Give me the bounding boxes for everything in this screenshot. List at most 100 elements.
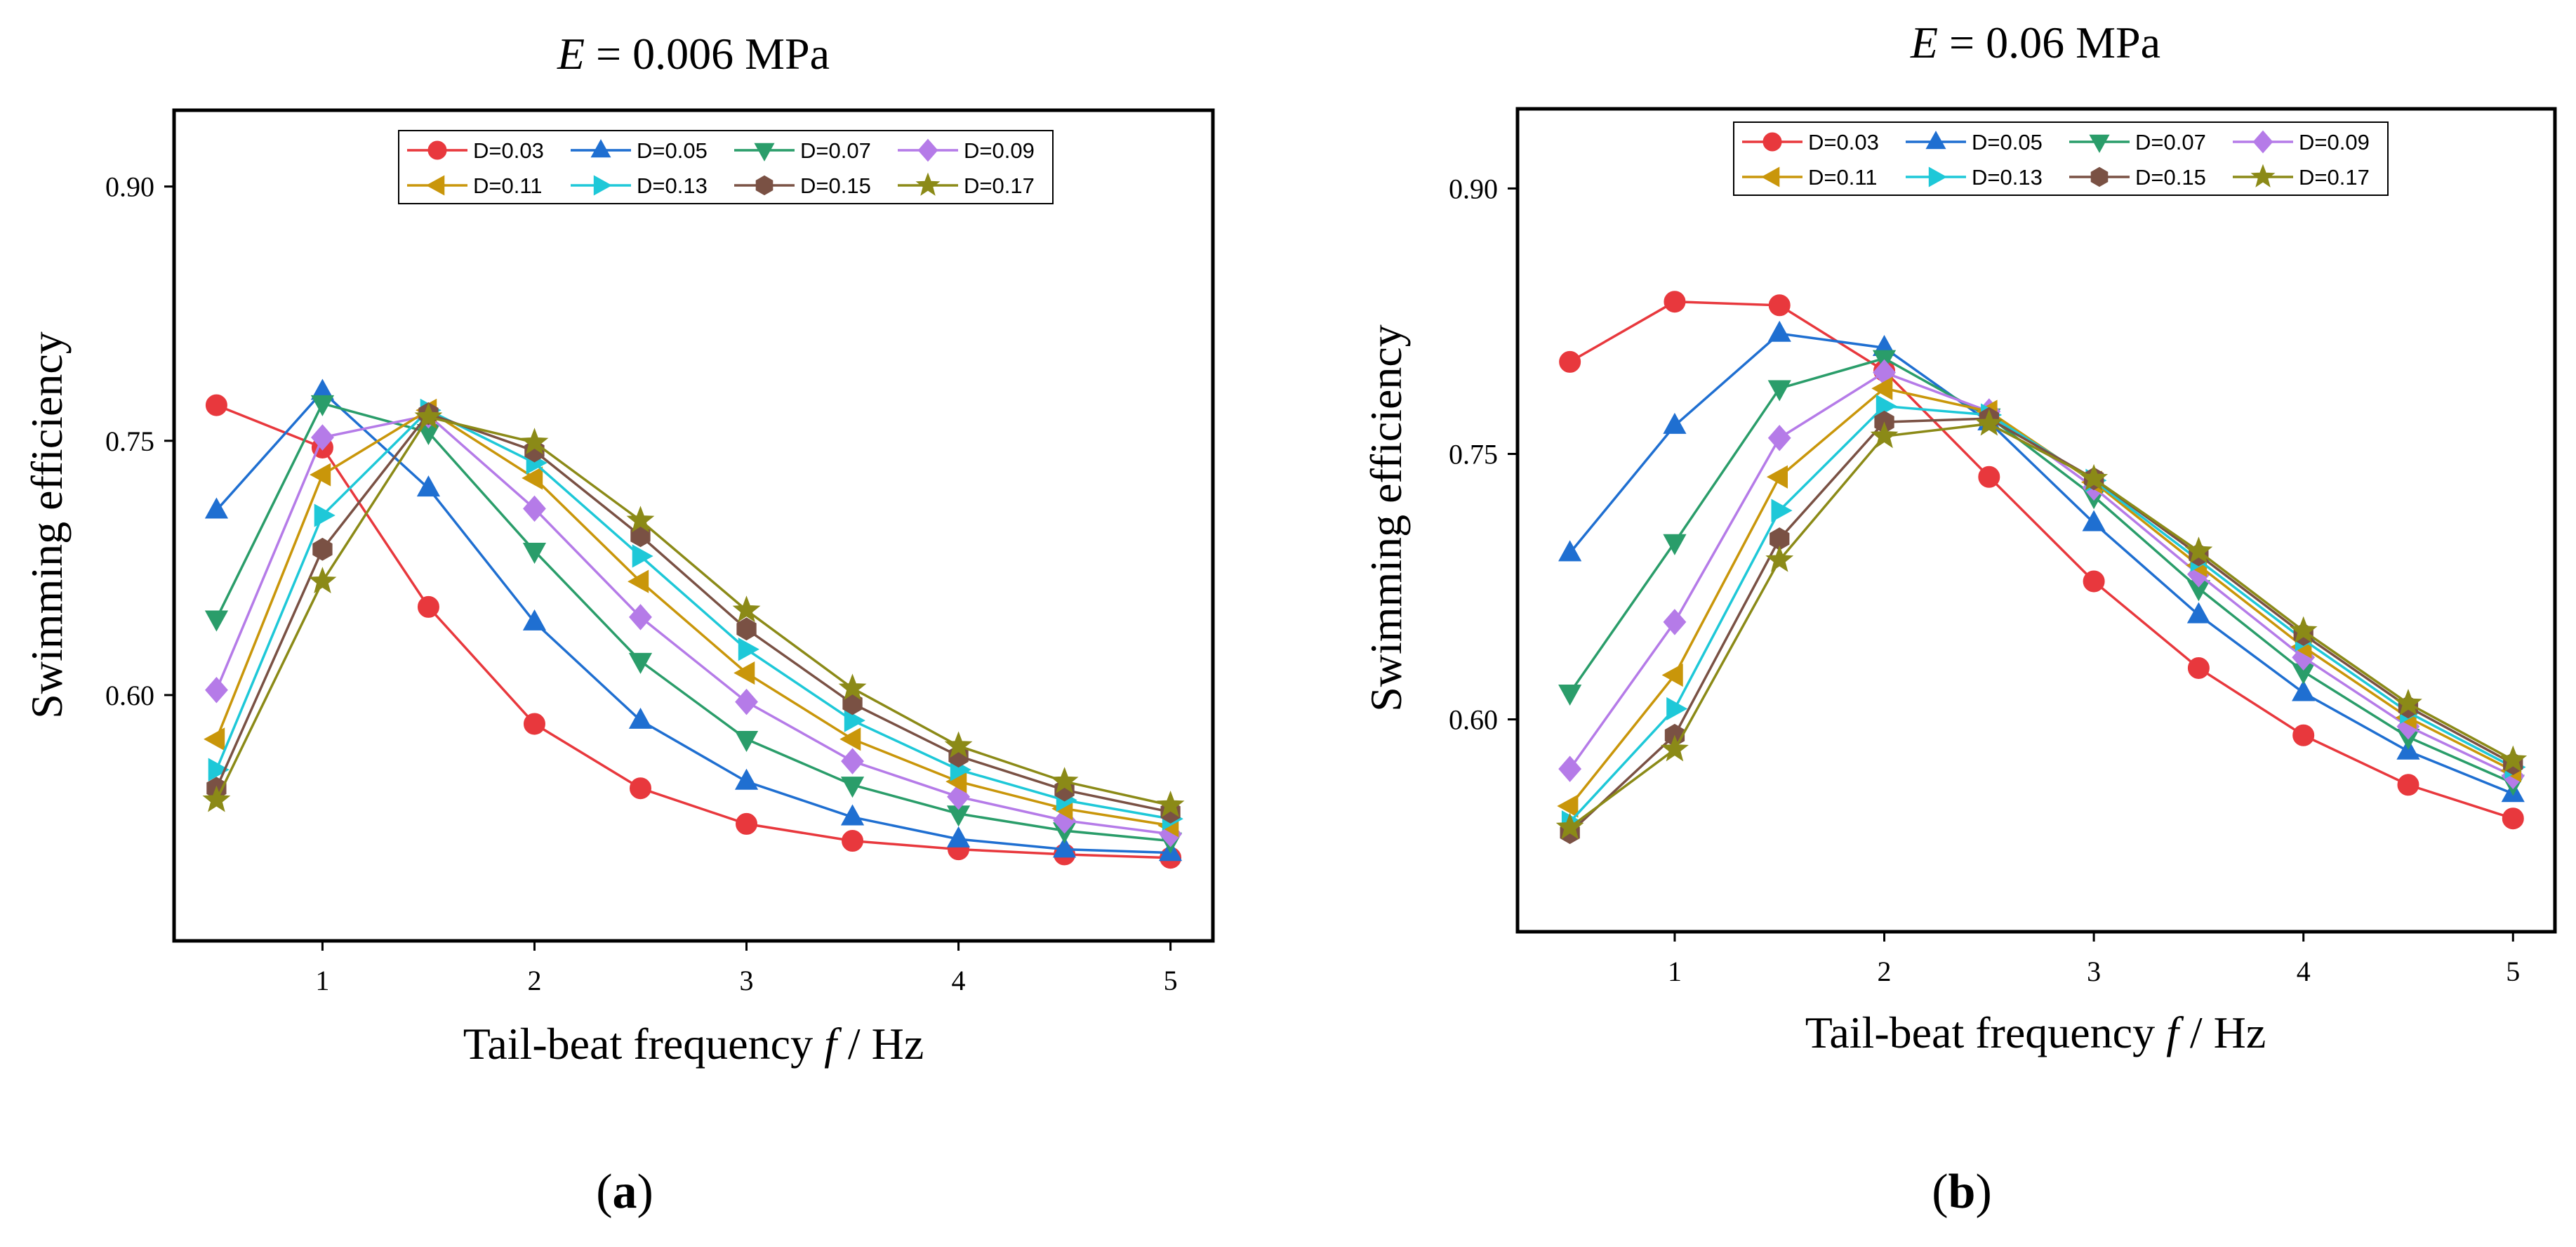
data-point bbox=[1559, 350, 1581, 373]
series-D=0.03 bbox=[1559, 291, 2524, 830]
y-axis-label: Swimming efficiency bbox=[22, 331, 72, 719]
data-point bbox=[839, 727, 861, 751]
data-point bbox=[314, 503, 336, 527]
x-tick-label: 2 bbox=[1878, 956, 1892, 987]
series-line bbox=[1569, 417, 2514, 834]
data-point bbox=[736, 812, 758, 835]
data-point bbox=[310, 463, 331, 487]
data-point bbox=[1558, 756, 1582, 782]
data-point bbox=[1766, 465, 1788, 489]
legend-marker bbox=[2252, 130, 2273, 154]
legend-item: D=0.05 bbox=[1906, 130, 2043, 154]
series-line bbox=[215, 416, 1171, 807]
data-point bbox=[629, 777, 651, 800]
legend-marker bbox=[2090, 166, 2109, 187]
data-point bbox=[1558, 540, 1582, 562]
data-point bbox=[1974, 409, 2003, 436]
data-point bbox=[204, 497, 229, 519]
data-point bbox=[1663, 534, 1687, 555]
legend-marker bbox=[427, 140, 447, 160]
data-point bbox=[844, 708, 865, 732]
data-point bbox=[1664, 291, 1686, 313]
data-point bbox=[1666, 697, 1688, 721]
data-point bbox=[204, 610, 229, 632]
data-point bbox=[1871, 376, 1893, 400]
legend-marker bbox=[1762, 132, 1782, 152]
series-D=0.11 bbox=[1557, 376, 2521, 818]
legend-label: D=0.13 bbox=[637, 173, 708, 198]
y-tick-label: 0.75 bbox=[105, 425, 154, 457]
y-axis-label: Swimming efficiency bbox=[1361, 324, 1411, 712]
chart-panel-a: E = 0.006 MPa 1 2 3 4 5 0.90 0.75 0.60 Tail-beat … bbox=[22, 29, 1215, 1219]
legend-marker bbox=[755, 175, 774, 196]
series-line bbox=[1569, 404, 2514, 823]
legend-marker bbox=[1761, 166, 1780, 187]
data-point bbox=[2499, 745, 2528, 772]
panel-label: (a) bbox=[596, 1165, 653, 1219]
legend-box bbox=[398, 130, 1054, 204]
data-point bbox=[626, 506, 655, 533]
legend-label: D=0.05 bbox=[637, 138, 708, 163]
data-point bbox=[735, 688, 758, 715]
data-point bbox=[2394, 688, 2422, 715]
legend-label: D=0.03 bbox=[473, 138, 544, 163]
legend-item: D=0.07 bbox=[2069, 130, 2206, 154]
x-tick-label: 4 bbox=[2297, 956, 2311, 987]
data-point bbox=[2289, 616, 2318, 643]
data-point bbox=[838, 673, 867, 701]
series-D=0.17 bbox=[1555, 409, 2528, 840]
data-point bbox=[1555, 812, 1584, 840]
data-point bbox=[738, 638, 759, 661]
legend-marker bbox=[754, 143, 775, 161]
series-D=0.05 bbox=[1558, 320, 2525, 803]
legend-label: D=0.11 bbox=[1808, 165, 1878, 190]
data-point bbox=[204, 727, 225, 751]
legend-label: D=0.07 bbox=[2135, 130, 2206, 154]
data-point bbox=[2186, 602, 2211, 624]
legend-marker bbox=[590, 139, 611, 158]
data-point bbox=[628, 652, 653, 674]
legend: D=0.03 D=0.05 D=0.07 D=0.09 D=0.11 D=0.13 D=0.… bbox=[1733, 121, 2389, 196]
series-D=0.17 bbox=[202, 402, 1185, 817]
data-point bbox=[416, 475, 441, 497]
legend-item: D=0.09 bbox=[2233, 130, 2370, 154]
series-line bbox=[1569, 357, 2514, 784]
series-line bbox=[215, 390, 1171, 855]
x-tick-label: 1 bbox=[1668, 956, 1682, 987]
legend-marker bbox=[2250, 164, 2276, 187]
legend-marker bbox=[2089, 134, 2110, 153]
legend-label: D=0.13 bbox=[1972, 165, 2043, 190]
data-point bbox=[1557, 794, 1579, 818]
data-point bbox=[2292, 724, 2315, 746]
data-point bbox=[1052, 836, 1077, 858]
series-line bbox=[215, 412, 1171, 814]
legend-item: D=0.11 bbox=[407, 173, 543, 198]
data-point bbox=[732, 595, 761, 623]
legend-marker bbox=[593, 175, 613, 196]
data-point bbox=[205, 676, 228, 704]
data-point bbox=[1156, 790, 1185, 817]
legend-label: D=0.09 bbox=[2299, 130, 2370, 154]
data-point bbox=[2080, 463, 2109, 491]
data-point bbox=[946, 826, 971, 847]
data-point bbox=[2083, 570, 2105, 593]
y-tick-label: 0.75 bbox=[1449, 438, 1498, 470]
data-point bbox=[1875, 394, 1897, 418]
legend-item: D=0.17 bbox=[898, 172, 1035, 198]
panel-label: (b) bbox=[1932, 1165, 1992, 1219]
data-point bbox=[736, 617, 757, 641]
legend-label: D=0.17 bbox=[2299, 165, 2370, 190]
legend-item: D=0.03 bbox=[1742, 130, 1879, 154]
chart-title-text: = 0.006 MPa bbox=[585, 29, 830, 79]
data-point bbox=[2187, 657, 2210, 679]
series-line bbox=[215, 409, 1171, 827]
legend-box bbox=[1733, 121, 2389, 196]
legend-marker bbox=[915, 172, 941, 196]
legend-item: D=0.15 bbox=[734, 173, 871, 198]
data-point bbox=[1661, 734, 1689, 762]
y-tick-label: 0.90 bbox=[105, 171, 154, 203]
legend-label: D=0.15 bbox=[800, 173, 871, 198]
data-point bbox=[523, 713, 545, 735]
y-tick-label: 0.60 bbox=[1449, 704, 1498, 736]
